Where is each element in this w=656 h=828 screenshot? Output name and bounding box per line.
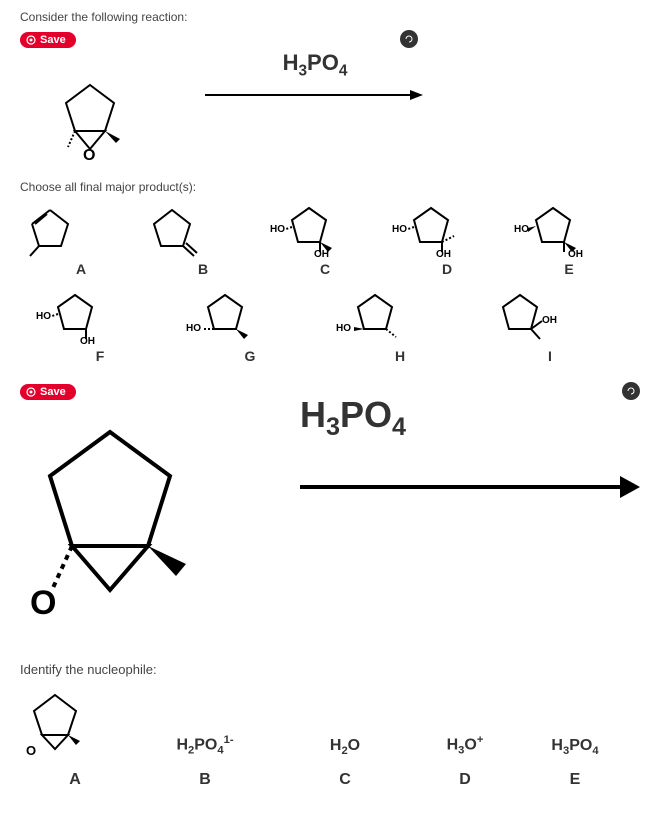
choice-I[interactable]: OH I — [480, 289, 620, 364]
svg-text:OH: OH — [542, 315, 557, 326]
svg-text:O: O — [26, 743, 36, 757]
svg-text:HO: HO — [514, 224, 529, 235]
svg-text:HO: HO — [270, 224, 285, 235]
choice-E[interactable]: HO OH E — [508, 202, 630, 277]
save-button-2[interactable]: Save — [20, 384, 76, 400]
svg-text:HO: HO — [392, 224, 407, 235]
nuc-B-label: B — [130, 771, 280, 789]
q1-prompt: Consider the following reaction: — [20, 10, 636, 24]
reagent-label-1: H3PO4 — [205, 50, 425, 80]
nuc-A-label: A — [20, 771, 130, 789]
nuc-choice-D[interactable]: H3O+ D — [410, 734, 520, 789]
svg-text:HO: HO — [36, 311, 51, 322]
reaction-arrow-2 — [300, 462, 640, 512]
choice-C-label: C — [264, 261, 386, 277]
nuc-B-formula: H2PO41- — [130, 734, 280, 757]
save-label-2: Save — [40, 386, 66, 398]
svg-text:OH: OH — [436, 249, 451, 257]
nuc-choice-C[interactable]: H2O C — [280, 737, 410, 789]
choice-C[interactable]: HO OH C — [264, 202, 386, 277]
question-2: Save O H3PO4 Identify the nucleophile: — [20, 384, 636, 789]
choice-D-label: D — [386, 261, 508, 277]
save-button-1[interactable]: Save — [20, 32, 76, 48]
nuc-C-label: C — [280, 771, 410, 789]
nuc-D-formula: H3O+ — [410, 734, 520, 757]
save-label-1: Save — [40, 34, 66, 46]
save-icon — [26, 35, 36, 45]
nuc-D-label: D — [410, 771, 520, 789]
choice-I-label: I — [480, 348, 620, 364]
save-icon-2 — [26, 387, 36, 397]
choice-G-label: G — [180, 348, 320, 364]
q1-choose-prompt: Choose all final major product(s): — [20, 180, 636, 194]
choice-A[interactable]: A — [20, 202, 142, 277]
reaction-scheme-1: O H3PO4 — [20, 50, 636, 180]
q2-prompt: Identify the nucleophile: — [20, 662, 636, 677]
nuc-C-formula: H2O — [280, 737, 410, 757]
choice-F[interactable]: HO OH F — [30, 289, 170, 364]
svg-text:HO: HO — [336, 323, 351, 334]
nuc-E-label: E — [520, 771, 630, 789]
svg-text:HO: HO — [186, 323, 201, 334]
choice-A-label: A — [20, 261, 142, 277]
svg-text:O: O — [30, 584, 56, 622]
choice-H[interactable]: HO H — [330, 289, 470, 364]
choice-F-label: F — [30, 348, 170, 364]
reaction-scheme-2: O H3PO4 — [20, 402, 636, 662]
nuc-choice-B[interactable]: H2PO41- B — [130, 734, 280, 789]
nuc-E-formula: H3PO4 — [520, 737, 630, 757]
choice-B-label: B — [142, 261, 264, 277]
svg-text:OH: OH — [568, 249, 583, 257]
reagent-label-2: H3PO4 — [300, 394, 640, 442]
choice-G[interactable]: HO G — [180, 289, 320, 364]
svg-text:OH: OH — [80, 336, 95, 344]
q1-choices-row1: A B HO OH C — [20, 202, 636, 287]
choice-E-label: E — [508, 261, 630, 277]
reactant-structure-2: O — [20, 414, 200, 624]
choice-D[interactable]: HO OH D — [386, 202, 508, 277]
svg-text:OH: OH — [314, 249, 329, 257]
reactant-structure-1: O — [50, 75, 130, 165]
reaction-arrow-1 — [205, 80, 425, 110]
q1-choices-row2: HO OH F HO G HO H — [20, 289, 636, 374]
nuc-choice-E[interactable]: H3PO4 E — [520, 737, 630, 789]
nuc-choice-A[interactable]: O A — [20, 687, 130, 789]
choice-H-label: H — [330, 348, 470, 364]
q2-choices: O A H2PO41- B H2O C H3O+ D H3PO4 E — [20, 687, 636, 789]
svg-text:O: O — [83, 147, 95, 164]
hint-icon-1[interactable] — [400, 30, 418, 48]
choice-B[interactable]: B — [142, 202, 264, 277]
question-1: Consider the following reaction: Save O … — [20, 10, 636, 374]
